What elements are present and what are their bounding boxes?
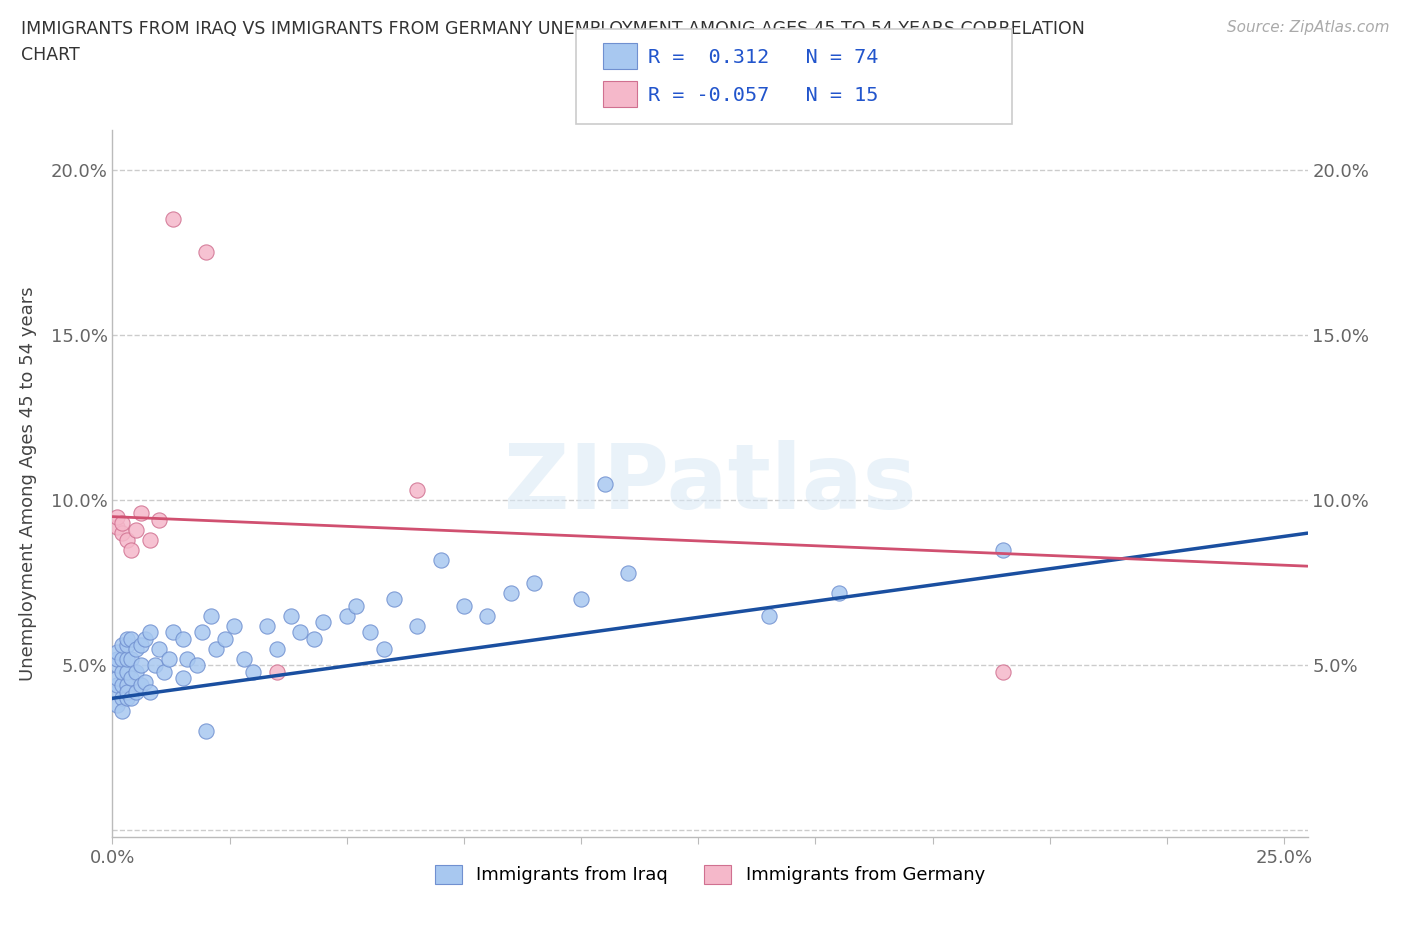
Point xyxy=(115,691,138,706)
Text: Source: ZipAtlas.com: Source: ZipAtlas.com xyxy=(1226,20,1389,35)
Point xyxy=(125,642,148,657)
Point xyxy=(195,245,218,259)
Point xyxy=(162,625,184,640)
Point xyxy=(200,608,222,623)
Point xyxy=(176,651,198,666)
Point xyxy=(373,642,395,657)
Point xyxy=(111,525,134,540)
Point xyxy=(288,625,311,640)
Point xyxy=(499,585,522,600)
Text: CHART: CHART xyxy=(21,46,80,64)
Point xyxy=(129,638,152,653)
Point xyxy=(148,642,170,657)
Point xyxy=(115,532,138,547)
Legend: Immigrants from Iraq, Immigrants from Germany: Immigrants from Iraq, Immigrants from Ge… xyxy=(427,857,993,892)
Point xyxy=(266,642,288,657)
Point xyxy=(115,678,138,693)
Point xyxy=(139,684,162,699)
Point xyxy=(828,585,851,600)
Point xyxy=(115,664,138,679)
Point xyxy=(214,631,236,646)
Point xyxy=(256,618,278,633)
Point xyxy=(204,642,226,657)
Point xyxy=(232,651,254,666)
Point xyxy=(105,658,128,672)
Point xyxy=(186,658,208,672)
Point xyxy=(129,506,152,521)
Point xyxy=(593,476,616,491)
Point xyxy=(302,631,325,646)
Point xyxy=(120,631,142,646)
Point xyxy=(991,542,1014,557)
Point xyxy=(617,565,640,580)
Point xyxy=(120,671,142,686)
Point xyxy=(382,591,405,606)
Point xyxy=(105,698,128,712)
Point xyxy=(125,684,148,699)
Point xyxy=(523,576,546,591)
Point xyxy=(453,598,475,613)
Point xyxy=(406,618,429,633)
Point xyxy=(477,608,499,623)
Point xyxy=(105,671,128,686)
Point xyxy=(129,658,152,672)
Point xyxy=(115,651,138,666)
Point xyxy=(153,664,176,679)
Point xyxy=(429,552,451,567)
Point xyxy=(105,510,128,525)
Point xyxy=(115,684,138,699)
Point xyxy=(111,664,134,679)
Point xyxy=(111,516,134,531)
Point xyxy=(125,664,148,679)
Point xyxy=(312,615,335,630)
Point xyxy=(120,542,142,557)
Point xyxy=(190,625,212,640)
Point xyxy=(172,671,194,686)
Point xyxy=(111,638,134,653)
Point xyxy=(148,512,170,527)
Point xyxy=(134,674,156,689)
Point xyxy=(105,519,128,534)
Point xyxy=(344,598,367,613)
Point xyxy=(115,631,138,646)
Point xyxy=(406,483,429,498)
Text: R = -0.057   N = 15: R = -0.057 N = 15 xyxy=(648,86,879,104)
Point xyxy=(569,591,592,606)
Text: IMMIGRANTS FROM IRAQ VS IMMIGRANTS FROM GERMANY UNEMPLOYMENT AMONG AGES 45 TO 54: IMMIGRANTS FROM IRAQ VS IMMIGRANTS FROM … xyxy=(21,20,1085,38)
Point xyxy=(242,664,264,679)
Point xyxy=(157,651,180,666)
Point xyxy=(105,678,128,693)
Text: ZIPatlas: ZIPatlas xyxy=(503,440,917,527)
Point xyxy=(172,631,194,646)
Point xyxy=(111,678,134,693)
Point xyxy=(195,724,218,738)
Point xyxy=(336,608,359,623)
Point xyxy=(139,625,162,640)
Point xyxy=(991,664,1014,679)
Point xyxy=(134,631,156,646)
Point xyxy=(143,658,166,672)
Point xyxy=(129,678,152,693)
Point xyxy=(280,608,302,623)
Point xyxy=(111,704,134,719)
Y-axis label: Unemployment Among Ages 45 to 54 years: Unemployment Among Ages 45 to 54 years xyxy=(18,286,37,681)
Point xyxy=(115,638,138,653)
Point xyxy=(105,684,128,699)
Point xyxy=(111,691,134,706)
Point xyxy=(120,691,142,706)
Point xyxy=(758,608,780,623)
Point xyxy=(162,212,184,227)
Text: R =  0.312   N = 74: R = 0.312 N = 74 xyxy=(648,48,879,67)
Point xyxy=(139,532,162,547)
Point xyxy=(105,651,128,666)
Point xyxy=(224,618,246,633)
Point xyxy=(359,625,381,640)
Point xyxy=(105,644,128,659)
Point xyxy=(120,651,142,666)
Point xyxy=(266,664,288,679)
Point xyxy=(125,523,148,538)
Point xyxy=(111,651,134,666)
